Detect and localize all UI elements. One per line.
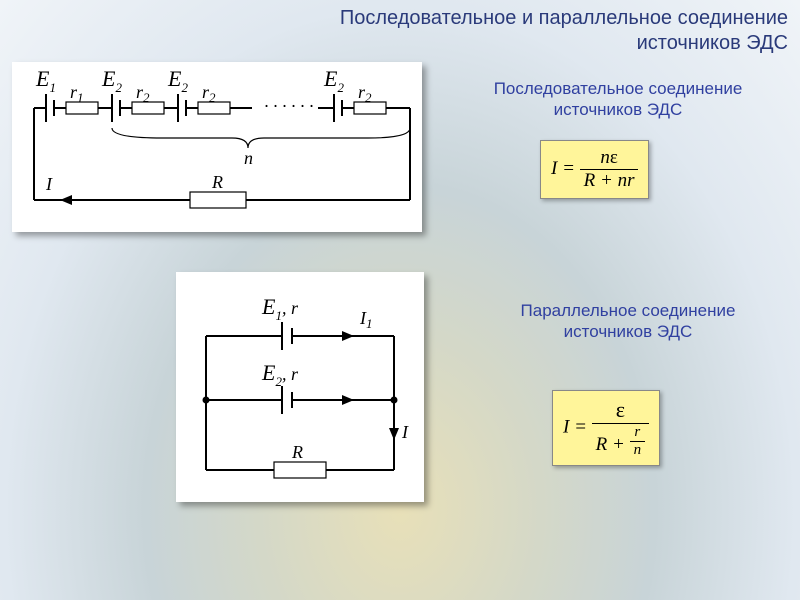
svg-text:E1, r: E1, r [261, 294, 299, 323]
svg-text:r1: r1 [70, 82, 84, 105]
svg-text:E2: E2 [101, 66, 122, 95]
svg-text:E2: E2 [167, 66, 188, 95]
series-circuit-svg: · · · · · · E1 E2 E2 E2 r1 r2 r2 r2 n I … [12, 62, 422, 232]
page-title: Последовательное и параллельное соединен… [340, 6, 788, 56]
svg-text:R: R [291, 442, 303, 462]
cell-4 [334, 94, 410, 122]
svg-text:E2, r: E2, r [261, 360, 299, 389]
svg-text:r2: r2 [136, 82, 150, 105]
svg-text:R: R [211, 172, 223, 192]
series-formula: I = nεR + nr [540, 140, 649, 199]
title-l1: Последовательное и параллельное соединен… [340, 7, 788, 29]
svg-text:E2: E2 [323, 66, 344, 95]
title-l2: источников ЭДС [637, 32, 788, 54]
svg-text:· · · · · ·: · · · · · · [264, 96, 314, 116]
series-label: Последовательное соединение источников Э… [468, 78, 768, 121]
svg-text:I1: I1 [359, 308, 373, 331]
svg-text:I: I [401, 422, 409, 442]
parallel-formula: I = ε R + rn [552, 390, 660, 466]
parallel-circuit-svg: E1, r E2, r I1 I R [176, 272, 424, 502]
parallel-label: Параллельное соединение источников ЭДС [478, 300, 778, 343]
series-diagram: · · · · · · E1 E2 E2 E2 r1 r2 r2 r2 n I … [12, 62, 422, 232]
svg-text:r2: r2 [202, 82, 216, 105]
svg-text:r2: r2 [358, 82, 372, 105]
svg-text:n: n [244, 148, 253, 168]
parallel-diagram: E1, r E2, r I1 I R [176, 272, 424, 502]
e1-label: E1 [35, 66, 56, 95]
svg-text:I: I [45, 174, 53, 194]
